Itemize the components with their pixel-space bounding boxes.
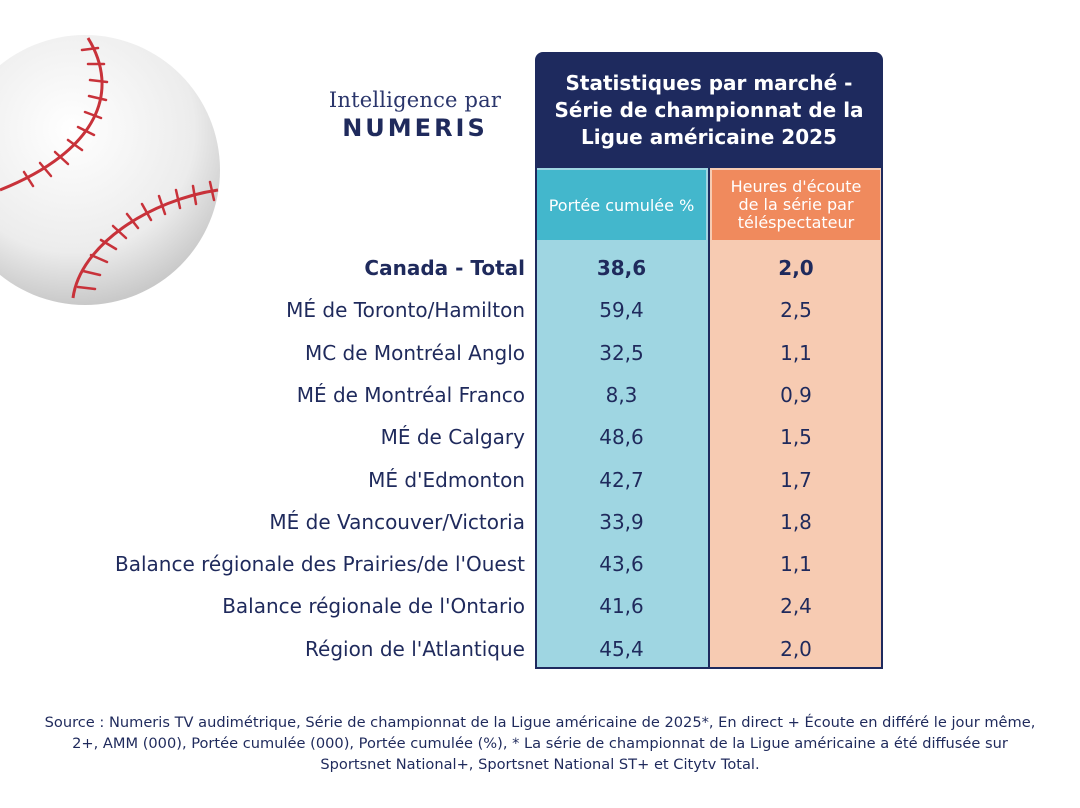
table-row: MC de Montréal Anglo 32,5 1,1	[0, 332, 1080, 374]
hours-value: 2,0	[780, 636, 812, 661]
hours-value: 2,5	[780, 298, 812, 323]
hours-column-bg	[708, 168, 883, 669]
reach-column-bg	[535, 168, 708, 669]
market-label: MC de Montréal Anglo	[304, 340, 525, 365]
hours-value: 1,7	[780, 467, 812, 492]
table-row: MÉ de Toronto/Hamilton 59,4 2,5	[0, 289, 1080, 331]
reach-value: 43,6	[599, 552, 644, 577]
numeris-logo: Intelligence par NUMERIS	[300, 88, 530, 142]
hours-value: 1,1	[780, 552, 812, 577]
table-row: Région de l'Atlantique 45,4 2,0	[0, 628, 1080, 670]
hours-value: 1,1	[780, 340, 812, 365]
reach-value: 38,6	[596, 256, 647, 280]
reach-value: 45,4	[599, 636, 644, 661]
hours-column-header-text: Heures d'écoute de la série par téléspec…	[730, 177, 862, 232]
hours-value: 2,4	[780, 594, 812, 619]
market-label: Canada - Total	[364, 256, 525, 280]
reach-value: 33,9	[599, 509, 644, 534]
market-label: MÉ de Calgary	[380, 425, 525, 450]
table-row: MÉ de Montréal Franco 8,3 0,9	[0, 374, 1080, 416]
hours-value: 1,8	[780, 509, 812, 534]
table-row: Balance régionale des Prairies/de l'Oues…	[0, 543, 1080, 585]
reach-value: 59,4	[599, 298, 644, 323]
baseball-icon	[0, 35, 220, 305]
reach-column-header: Portée cumulée %	[537, 170, 706, 240]
reach-column-header-text: Portée cumulée %	[548, 195, 695, 215]
reach-value: 42,7	[599, 467, 644, 492]
table-row: Canada - Total 38,6 2,0	[0, 247, 1080, 289]
brand-name: NUMERIS	[342, 114, 488, 142]
table-row: Balance régionale de l'Ontario 41,6 2,4	[0, 585, 1080, 627]
reach-value: 8,3	[605, 382, 638, 407]
hours-value: 2,0	[778, 256, 814, 280]
market-label: Balance régionale des Prairies/de l'Oues…	[114, 552, 525, 577]
market-label: Région de l'Atlantique	[305, 636, 525, 661]
hours-value: 0,9	[780, 382, 812, 407]
reach-value: 48,6	[599, 425, 644, 450]
brand-tagline: Intelligence par	[328, 88, 502, 112]
market-label: Balance régionale de l'Ontario	[222, 594, 525, 619]
market-label: MÉ de Vancouver/Victoria	[269, 509, 525, 534]
reach-value: 41,6	[599, 594, 644, 619]
market-label: MÉ de Toronto/Hamilton	[286, 298, 525, 323]
hours-value: 1,5	[780, 425, 812, 450]
hours-column-header: Heures d'écoute de la série par téléspec…	[712, 170, 880, 240]
source-note: Source : Numeris TV audimétrique, Série …	[44, 714, 1036, 773]
table-title-text: Statistiques par marché - Série de champ…	[554, 70, 864, 149]
table-row: MÉ d'Edmonton 42,7 1,7	[0, 459, 1080, 501]
table-row: MÉ de Calgary 48,6 1,5	[0, 416, 1080, 458]
reach-value: 32,5	[599, 340, 644, 365]
table-title: Statistiques par marché - Série de champ…	[535, 52, 883, 168]
table-row: MÉ de Vancouver/Victoria 33,9 1,8	[0, 501, 1080, 543]
market-label: MÉ d'Edmonton	[368, 467, 525, 492]
market-label: MÉ de Montréal Franco	[296, 382, 525, 407]
